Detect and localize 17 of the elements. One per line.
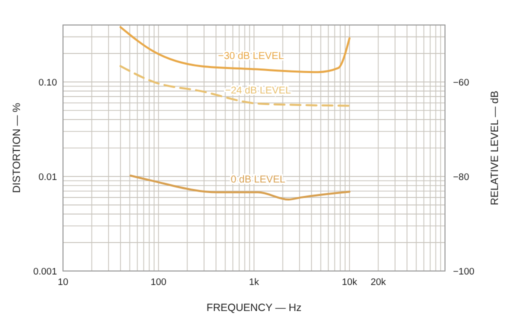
x-tick-label: 100 [150,277,166,288]
x-tick-label: 20k [370,277,386,288]
series-label: −30 dB LEVEL [218,50,284,62]
y-tick-label: 0.01 [38,172,57,183]
y2-axis-title: RELATIVE LEVEL — dB [489,90,501,206]
y-tick-label: 0.001 [33,266,57,278]
y2-tick-label: −100 [453,266,474,278]
x-tick-label: 10 [58,277,68,288]
series-label: −24 dB LEVEL [225,86,292,97]
series-label: 0 dB LEVEL [230,174,286,186]
y2-tick-label: −80 [453,172,470,183]
y2-tick-label: −60 [453,77,470,88]
x-tick-label: 1k [248,277,260,288]
x-tick-label: 10k [342,277,358,288]
y-axis-title: DISTORTION — % [11,102,23,194]
y-tick-label: 0.10 [38,77,57,88]
x-axis-title: FREQUENCY — Hz [206,302,302,314]
